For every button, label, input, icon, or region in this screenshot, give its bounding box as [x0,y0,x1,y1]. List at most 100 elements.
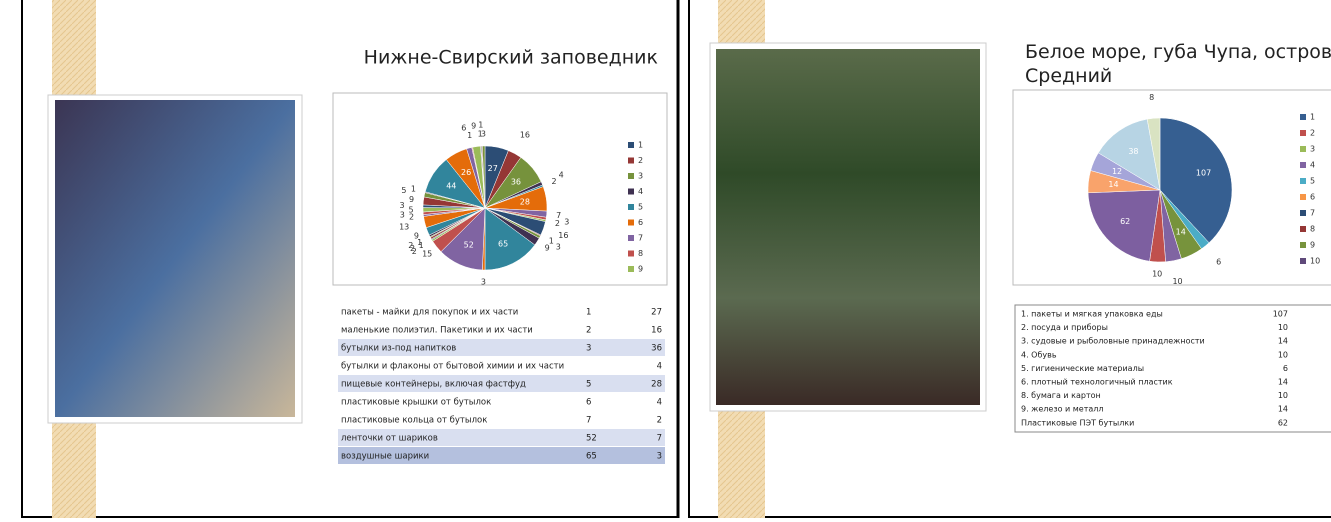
table-cell: воздушные шарики [341,452,429,462]
legend-swatch [1300,178,1306,184]
legend-swatch [1300,194,1306,200]
pie-label: 15 [422,250,432,259]
pie-label: 8 [1149,93,1154,102]
legend-label: 5 [638,203,643,212]
legend-swatch [1300,146,1306,152]
pie-label: 36 [511,178,521,187]
table-cell: 6 [1283,364,1288,373]
legend-label: 10 [1310,257,1320,266]
table-cell: 4 [657,398,662,408]
pie-label: 3 [481,277,486,286]
pie-label: 10 [1172,277,1182,286]
pie-label: 28 [520,197,530,206]
table-cell: 9. железо и металл [1021,405,1104,414]
table-cell: 2. посуда и приборы [1021,323,1108,332]
legend-swatch [628,173,634,179]
table-cell: пищевые контейнеры, включая фастфуд [341,380,526,390]
table-cell: 14 [1278,337,1288,346]
table-cell: 6. плотный технологичный пластик [1021,378,1173,387]
legend-label: 4 [1310,161,1315,170]
legend-label: 2 [1310,129,1315,138]
pie-label: 3 [564,218,569,227]
table-cell: 52 [586,434,597,444]
table-cell: бутылки и флаконы от бытовой химии и их … [341,362,564,372]
table-cell: 10 [1278,323,1288,332]
pie-label: 10 [1152,269,1162,278]
table-cell: 2 [657,416,662,426]
table-cell: 107 [1273,310,1288,319]
table-cell: 62 [1278,418,1288,427]
pie-label: 3 [481,130,486,139]
table-cell: пластиковые крышки от бутылок [341,398,491,408]
photo [55,100,295,417]
table-cell: 7 [657,434,662,444]
legend-label: 9 [638,265,643,274]
legend-label: 8 [638,249,643,258]
slide-title: Нижне-Свирский заповедник [364,47,658,69]
pie-label: 26 [461,168,471,177]
table-cell: 6 [586,398,591,408]
pie-label: 12 [1112,167,1122,176]
legend-label: 8 [1310,225,1315,234]
legend-swatch [1300,114,1306,120]
pie-label: 6 [461,123,466,132]
legend-label: 5 [1310,177,1315,186]
pie-label: 62 [1120,217,1130,226]
pie-label: 2 [555,219,560,228]
legend-label: 4 [638,187,643,196]
legend-swatch [1300,210,1306,216]
pie-label: 1 [411,185,416,194]
legend-swatch [628,142,634,148]
table-cell: пластиковые кольца от бутылок [341,416,487,426]
pie-label: 52 [464,240,474,249]
legend-swatch [1300,242,1306,248]
pie-label: 1 [467,131,472,140]
table-cell: 14 [1278,378,1288,387]
table-cell: 28 [651,380,662,390]
pie-label: 16 [520,131,530,140]
table-cell: ленточки от шариков [341,434,438,444]
table-cell: 3 [586,344,591,354]
table-cell: 4 [657,362,662,372]
legend-label: 2 [638,156,643,165]
legend-label: 1 [1310,113,1315,122]
pie-label: 3 [556,242,561,251]
table-cell: 14 [1278,405,1288,414]
legend-swatch [628,204,634,210]
table-cell: 16 [651,326,662,336]
pie-label: 9 [545,244,550,253]
pie-label: 44 [446,181,456,190]
pie-label: 3 [399,201,404,210]
legend-swatch [1300,226,1306,232]
table-cell: 27 [651,308,662,318]
pie-label: 65 [498,239,508,248]
legend-swatch [1300,162,1306,168]
pie-label: 14 [1108,180,1118,189]
table-cell: 3. судовые и рыболовные принадлежности [1021,337,1205,346]
table-cell: 10 [1278,350,1288,359]
table-cell: маленькие полиэтил. Пакетики и их части [341,326,533,336]
pie-label: 9 [409,195,414,204]
legend-label: 6 [638,218,643,227]
legend-label: 9 [1310,241,1315,250]
pie-label: 2 [408,241,413,250]
legend-swatch [628,251,634,257]
table-cell: 4. Обувь [1021,350,1057,359]
legend-label: 3 [638,172,643,181]
pie-label: 13 [399,222,409,231]
table-cell: 2 [586,326,591,336]
table-cell: Пластиковые ПЭТ бутылки [1021,418,1134,427]
table-cell: 7 [586,416,591,426]
table-cell: 5. гигиенические материалы [1021,364,1144,373]
pie-label: 16 [558,231,568,240]
legend-swatch [628,235,634,241]
pie-label: 1 [478,121,483,130]
photo [716,49,980,405]
pie-label: 38 [1128,147,1138,156]
pie-label: 5 [408,206,413,215]
legend-label: 3 [1310,145,1315,154]
pie-label: 6 [1216,258,1221,267]
table-cell: пакеты - майки для покупок и их части [341,308,518,318]
